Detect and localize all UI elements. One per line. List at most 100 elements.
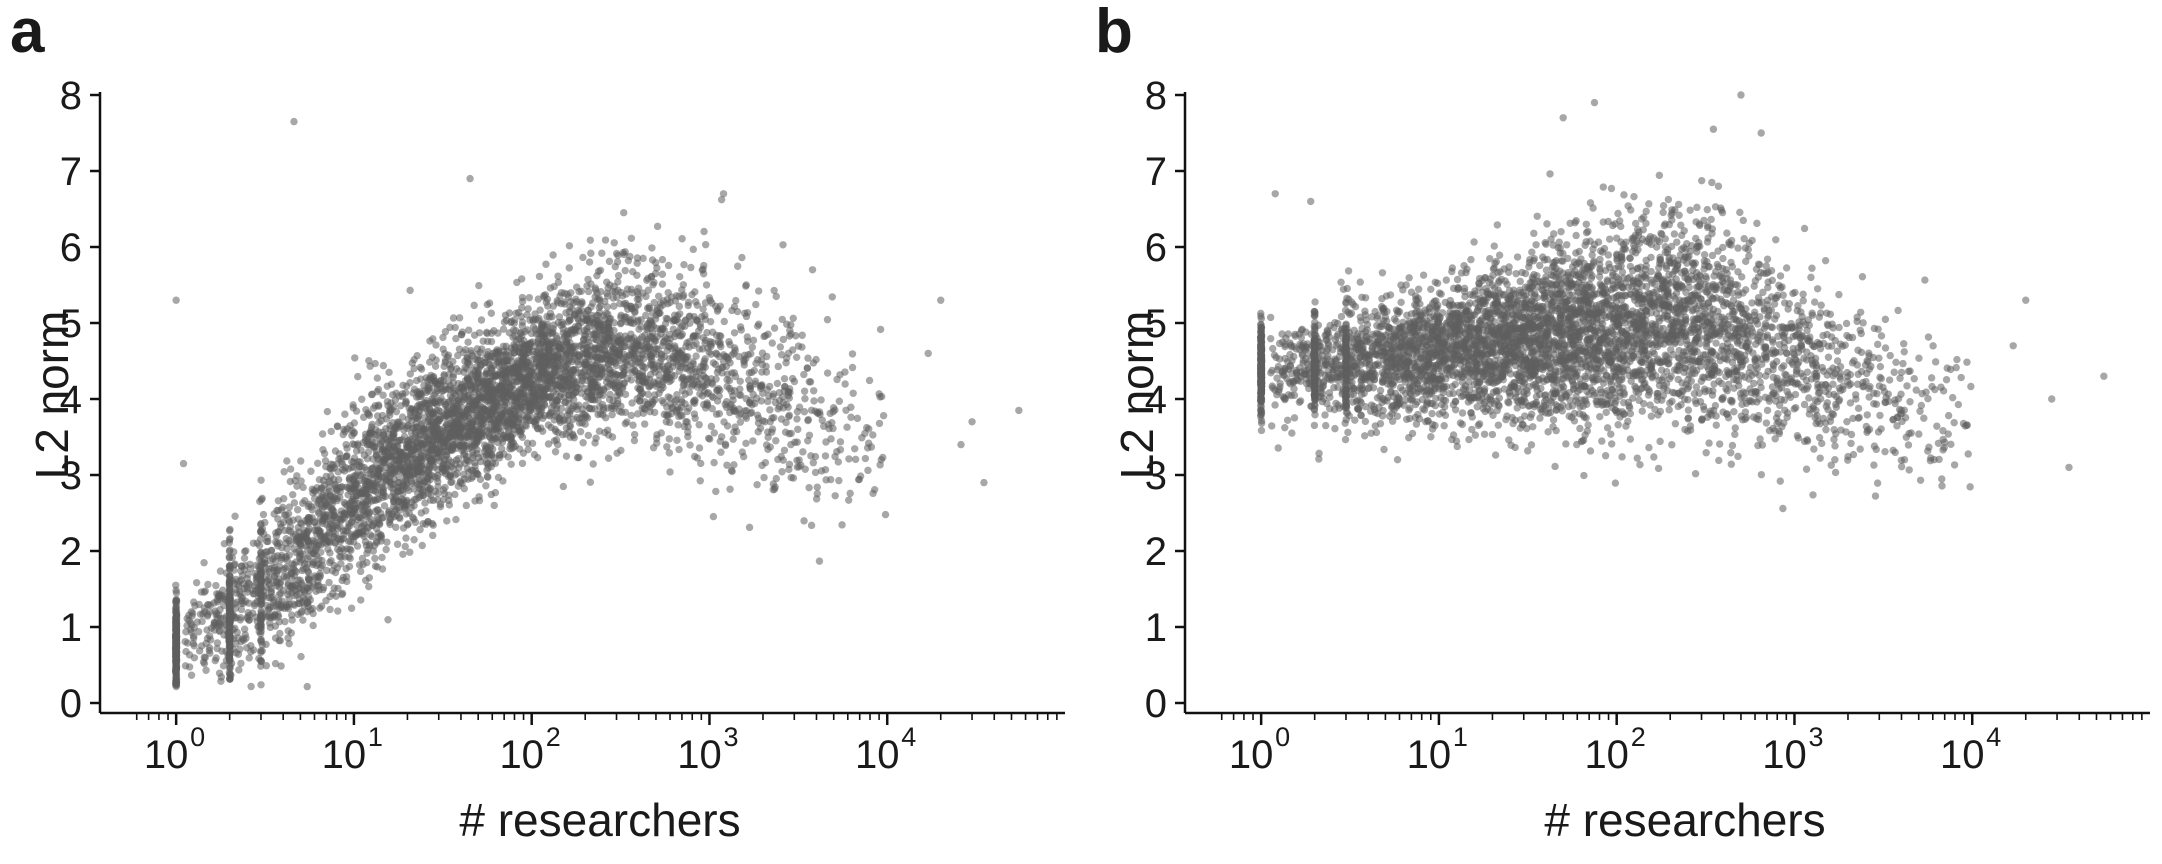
data-point	[430, 423, 438, 432]
data-point	[869, 489, 877, 498]
data-point	[285, 503, 294, 511]
data-point	[267, 546, 275, 555]
data-point	[326, 592, 334, 601]
data-point	[329, 511, 338, 520]
data-point	[297, 652, 305, 661]
data-point	[524, 305, 532, 313]
data-point	[769, 390, 778, 398]
data-point	[696, 374, 704, 383]
data-point	[602, 309, 610, 317]
data-point	[456, 433, 465, 442]
data-point	[620, 209, 628, 217]
data-point	[721, 441, 730, 450]
data-point	[430, 463, 439, 471]
data-point	[570, 352, 578, 360]
data-point	[471, 497, 479, 505]
data-point	[313, 459, 322, 468]
data-point	[539, 367, 547, 376]
data-point	[215, 669, 224, 677]
data-point	[374, 385, 383, 394]
data-point	[655, 371, 663, 379]
data-point	[365, 430, 374, 438]
data-point	[707, 350, 715, 358]
data-point	[325, 483, 333, 492]
data-point	[697, 362, 705, 371]
data-point	[779, 241, 787, 249]
data-point	[399, 550, 407, 558]
data-point	[684, 301, 692, 310]
data-point	[487, 439, 495, 448]
data-point	[456, 479, 464, 487]
data-point	[418, 541, 426, 550]
data-point	[650, 298, 658, 307]
data-point	[325, 531, 333, 539]
data-point	[690, 452, 699, 461]
data-point	[571, 389, 579, 397]
data-point	[740, 361, 748, 369]
data-point	[287, 611, 296, 619]
data-point	[635, 325, 643, 333]
data-point	[429, 531, 437, 540]
data-point	[380, 502, 389, 510]
data-point	[297, 609, 305, 617]
data-point	[699, 265, 707, 273]
data-point	[500, 400, 509, 409]
data-point	[806, 378, 815, 386]
data-point	[699, 305, 707, 313]
data-point	[772, 474, 780, 483]
data-point	[753, 481, 761, 489]
data-point	[615, 389, 624, 397]
data-point	[710, 429, 718, 437]
data-point	[634, 410, 642, 418]
data-point	[451, 323, 459, 332]
data-point	[770, 324, 779, 332]
data-point	[844, 496, 853, 504]
data-point	[720, 418, 728, 426]
data-point	[226, 627, 234, 636]
data-point	[591, 284, 600, 292]
data-point	[433, 496, 442, 504]
data-point	[800, 370, 808, 379]
data-point	[690, 397, 698, 405]
data-point	[754, 287, 763, 295]
data-point	[285, 526, 293, 535]
data-point	[709, 512, 718, 521]
data-point	[470, 301, 478, 310]
data-point	[761, 458, 770, 467]
data-point	[638, 367, 647, 376]
data-point	[598, 249, 606, 257]
data-point	[299, 483, 307, 492]
data-point	[368, 532, 376, 541]
data-point	[187, 671, 196, 679]
data-point	[712, 331, 721, 340]
data-point	[417, 365, 426, 373]
data-point	[513, 278, 521, 287]
data-point	[692, 352, 700, 360]
data-point	[549, 325, 557, 333]
data-point	[413, 414, 422, 423]
data-point	[417, 375, 425, 383]
data-point	[785, 465, 793, 474]
data-point	[257, 558, 266, 566]
data-point	[742, 414, 751, 422]
data-point	[225, 652, 234, 660]
data-point	[326, 558, 334, 567]
panel-a-letter: a	[10, 0, 45, 66]
data-point	[402, 398, 410, 407]
data-point	[670, 316, 678, 324]
data-point	[556, 292, 564, 300]
data-point	[676, 310, 684, 318]
data-point	[804, 354, 812, 362]
data-point	[475, 281, 483, 290]
data-point	[441, 349, 449, 358]
data-point	[822, 476, 830, 484]
data-point	[730, 329, 739, 337]
data-point	[451, 386, 459, 395]
data-point	[807, 521, 816, 530]
data-point	[485, 299, 494, 307]
data-point	[283, 603, 291, 611]
data-point	[212, 654, 220, 662]
data-point	[277, 553, 286, 562]
data-point	[728, 467, 736, 476]
data-point	[446, 471, 454, 480]
